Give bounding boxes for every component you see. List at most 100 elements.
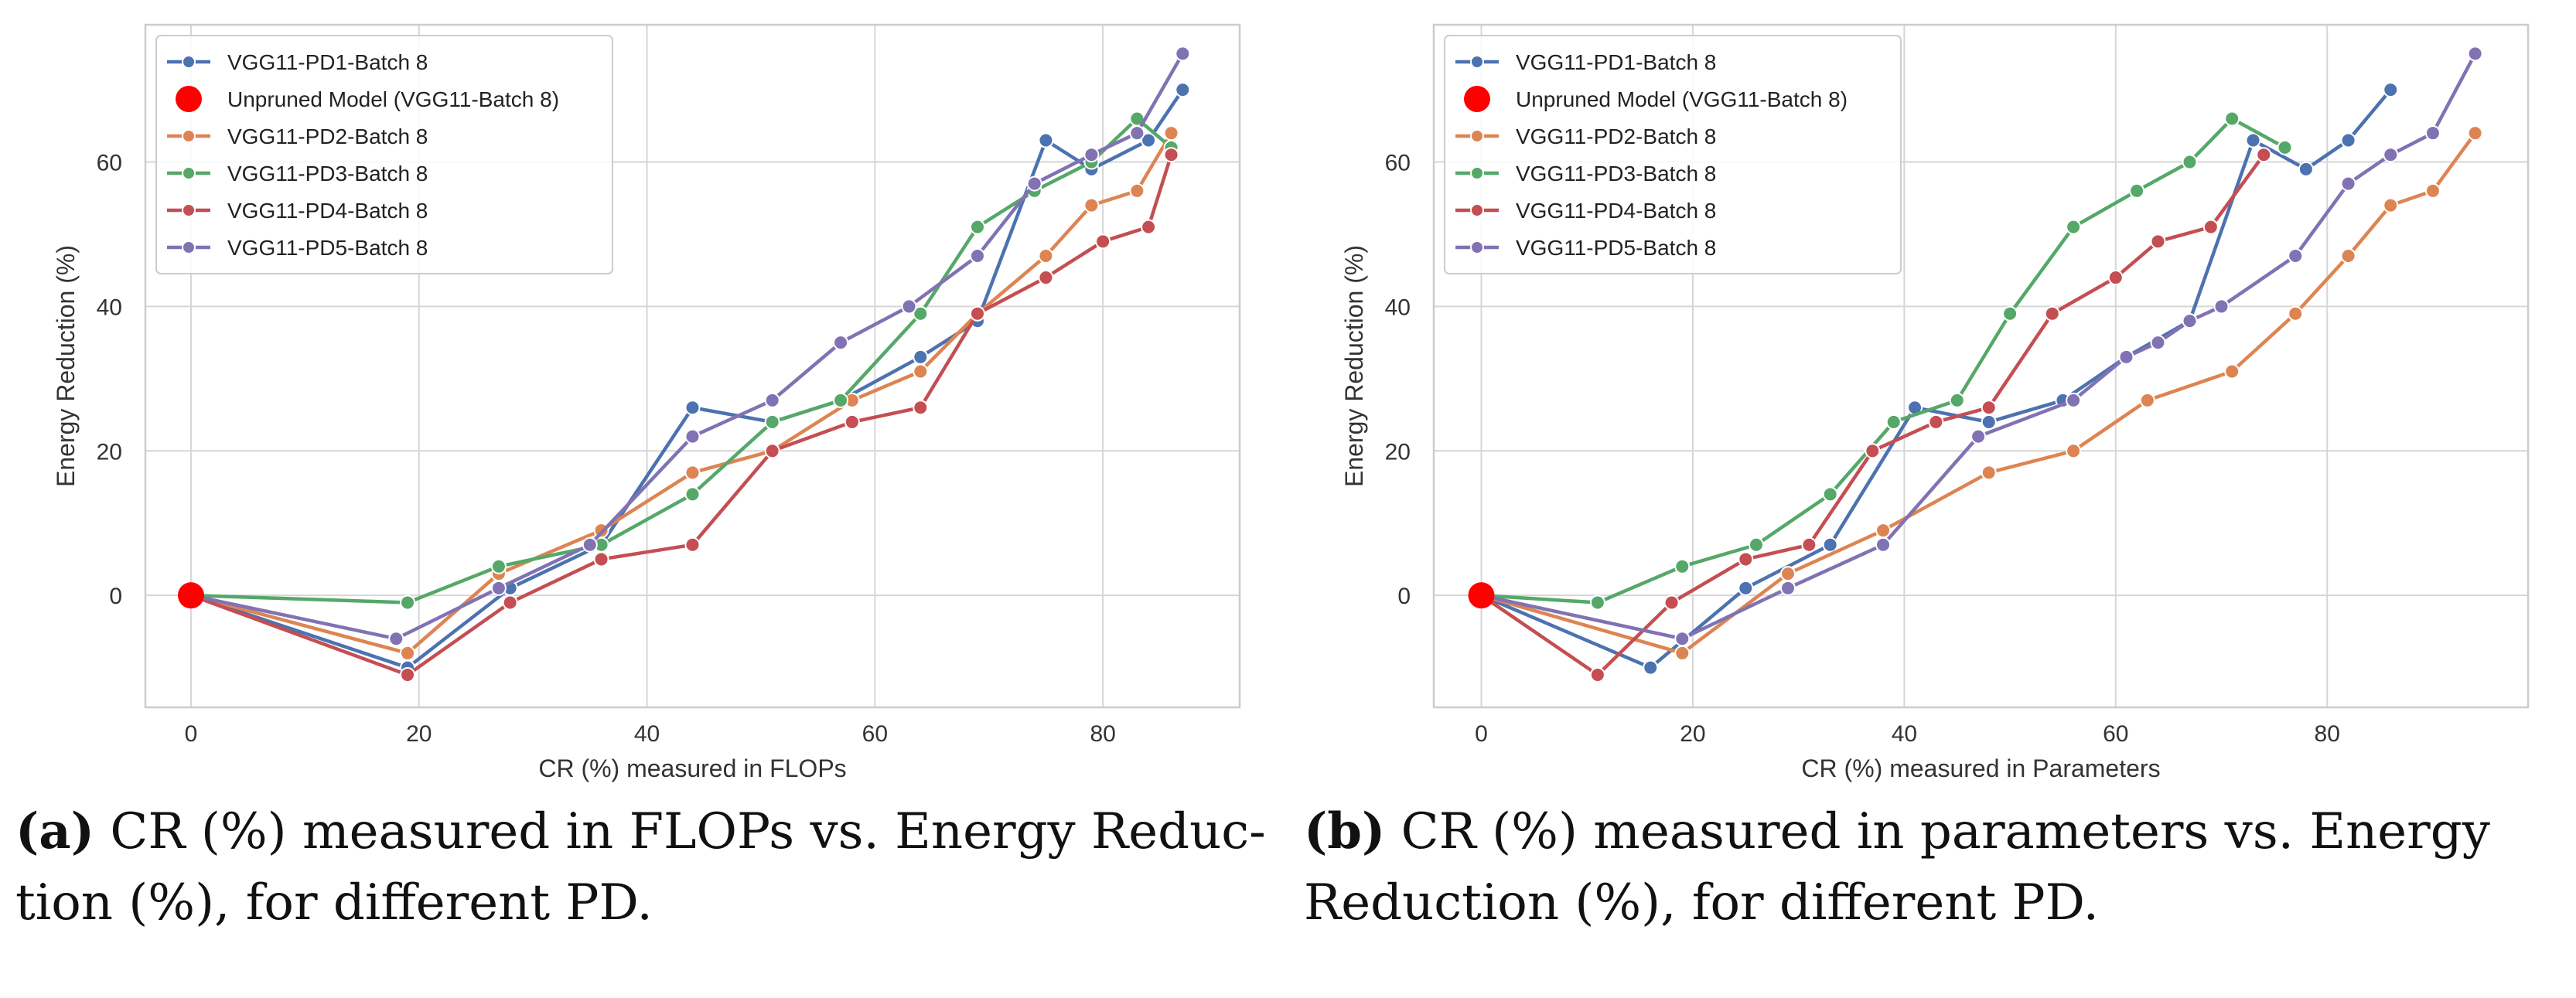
- data-point-pd1: [2383, 82, 2399, 98]
- x-tick-label: 20: [1680, 721, 1705, 747]
- data-point-pd3: [1885, 414, 1902, 430]
- data-point-pd2: [2288, 305, 2304, 322]
- data-point-pd5: [833, 335, 849, 351]
- legend-box: [155, 35, 613, 274]
- data-point-pd1: [2245, 132, 2261, 148]
- legend-marker: [182, 129, 196, 143]
- data-point-pd2: [1875, 523, 1892, 539]
- y-tick-label: 0: [1397, 584, 1411, 609]
- legend-label: VGG11-PD5-Batch 8: [1516, 236, 1716, 260]
- data-point-pd3: [2066, 219, 2082, 235]
- legend-entry: VGG11-PD4-Batch 8: [1455, 199, 1716, 223]
- data-point-pd2: [1163, 125, 1179, 141]
- data-point-pd3: [1822, 486, 1838, 502]
- x-axis-label: CR (%) measured in Parameters: [1801, 754, 2160, 782]
- x-tick-label: 40: [634, 721, 660, 747]
- data-point-pd3: [1589, 594, 1605, 611]
- data-point-pd4: [1038, 270, 1054, 286]
- data-point-pd2: [2424, 182, 2441, 199]
- data-point-pd5: [1779, 580, 1796, 596]
- caption-b-line-1: CR (%) measured in parameters vs. Energy: [1401, 803, 2490, 860]
- legend-entry: VGG11-PD1-Batch 8: [167, 50, 428, 74]
- y-tick-label: 60: [97, 151, 122, 176]
- caption-a-label: (a): [15, 802, 95, 860]
- plot-border: [1432, 23, 2530, 709]
- data-point-pd2: [2139, 392, 2155, 408]
- legend-label: VGG11-PD2-Batch 8: [1516, 124, 1716, 148]
- legend-entry: VGG11-PD3-Batch 8: [167, 162, 428, 186]
- caption-b-label: (b): [1304, 802, 1386, 860]
- data-point-pd4: [1928, 414, 1944, 430]
- data-point-pd5: [969, 248, 985, 264]
- data-point-pd5: [1875, 536, 1892, 553]
- data-point-pd5: [1129, 125, 1145, 141]
- legend-entry: VGG11-PD5-Batch 8: [167, 236, 428, 260]
- data-point-pd4: [969, 305, 985, 322]
- data-point-pd2: [2383, 197, 2399, 213]
- x-tick-label: 0: [1475, 721, 1488, 747]
- legend-marker-unpruned: [1464, 86, 1490, 112]
- legend-label: VGG11-PD1-Batch 8: [1516, 50, 1716, 74]
- data-point-pd4: [502, 594, 518, 611]
- data-point-pd1: [2340, 132, 2356, 148]
- data-point-pd3: [764, 414, 780, 430]
- data-point-pd1: [1981, 414, 1997, 430]
- legend-entry: VGG11-PD5-Batch 8: [1455, 236, 1716, 260]
- legend-label: VGG11-PD3-Batch 8: [227, 162, 428, 186]
- caption-b: (b) CR (%) measured in parameters vs. En…: [1304, 796, 2490, 938]
- legend-entry: VGG11-PD4-Batch 8: [167, 199, 428, 223]
- data-point-pd2: [913, 363, 929, 380]
- data-point-pd5: [1083, 147, 1100, 163]
- x-tick-label: 0: [185, 721, 198, 747]
- y-tick-label: 0: [109, 584, 122, 609]
- data-point-pd2: [1981, 465, 1997, 481]
- y-tick-label: 40: [1385, 295, 1411, 320]
- legend: VGG11-PD1-Batch 8 Unpruned Model (VGG11-B…: [155, 35, 613, 274]
- data-point-pd2: [2066, 443, 2082, 459]
- data-point-pd5: [490, 580, 507, 596]
- data-point-pd2: [2224, 363, 2240, 380]
- legend-entry: VGG11-PD3-Batch 8: [1455, 162, 1716, 186]
- chart-b: 0 20 40 60 80 0 20 40 60 CR (%) measured in Param…: [1340, 23, 2530, 782]
- data-point-pd2: [400, 645, 416, 661]
- data-point-pd5: [2340, 175, 2356, 192]
- data-point-pd5: [2150, 335, 2166, 351]
- data-point-pd3: [684, 486, 701, 502]
- plot-border: [144, 23, 1241, 709]
- data-point-pd5: [1674, 631, 1691, 647]
- data-point-pd4: [764, 443, 780, 459]
- data-point-pd3: [2277, 139, 2293, 155]
- data-point-pd5: [2288, 248, 2304, 264]
- data-point-pd4: [1738, 551, 1754, 567]
- legend-label: VGG11-PD3-Batch 8: [1516, 162, 1716, 186]
- legend-entry: Unpruned Model (VGG11-Batch 8): [176, 86, 559, 112]
- data-point-pd3: [1674, 558, 1691, 574]
- data-point-pd5: [1970, 428, 1987, 445]
- data-point-pd3: [2182, 154, 2198, 170]
- data-point-pd3: [913, 305, 929, 322]
- data-point-pd3: [400, 594, 416, 611]
- data-point-pd5: [2118, 349, 2134, 365]
- x-tick-label: 60: [2103, 721, 2128, 747]
- data-point-pd4: [2044, 305, 2060, 322]
- legend-marker: [182, 240, 196, 254]
- data-point-pd3: [1748, 536, 1764, 553]
- chart-panel-a: 0 20 40 60 80 0 20 40 60 CR (%) measured in FLOPs…: [15, 23, 1266, 932]
- data-point-pd4: [1141, 219, 1157, 235]
- y-tick-label: 20: [97, 439, 122, 465]
- caption-a-line-1: CR (%) measured in FLOPs vs. Energy Redu…: [110, 803, 1266, 860]
- y-axis-label: Energy Reduction (%): [52, 245, 80, 487]
- chart-a: 0 20 40 60 80 0 20 40 60 CR (%) measured in FLOPs…: [52, 23, 1241, 782]
- data-point-pd4: [1163, 147, 1179, 163]
- data-point-pd1: [2298, 161, 2314, 177]
- legend-label: Unpruned Model (VGG11-Batch 8): [1516, 87, 1848, 111]
- data-point-pd4: [1589, 666, 1605, 683]
- legend-entry: VGG11-PD2-Batch 8: [167, 124, 428, 148]
- x-axis-label: CR (%) measured in FLOPs: [538, 754, 846, 782]
- data-point-pd5: [2467, 46, 2483, 62]
- chart-panel-b: 0 20 40 60 80 0 20 40 60 CR (%) measured in Param…: [1288, 0, 2576, 998]
- data-point-pd4: [913, 400, 929, 416]
- data-point-pd5: [2424, 125, 2441, 141]
- data-point-pd4: [1801, 536, 1817, 553]
- y-axis-label: Energy Reduction (%): [1340, 245, 1368, 487]
